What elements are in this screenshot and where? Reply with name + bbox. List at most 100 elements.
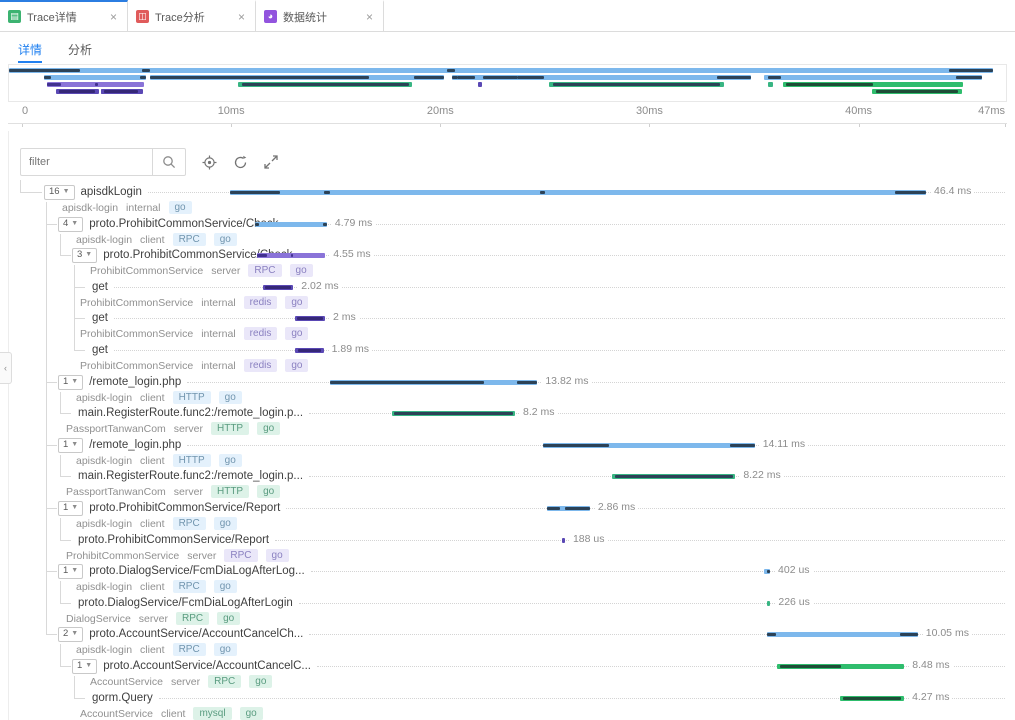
span-row-line: 4▼proto.ProhibitCommonService/Check	[0, 215, 1015, 233]
span-row[interactable]: 4▼proto.ProhibitCommonService/Check4.79 …	[0, 215, 1015, 246]
minimap-span-bar	[768, 82, 773, 87]
close-tab-icon[interactable]: ×	[108, 10, 119, 24]
span-bar[interactable]	[263, 285, 293, 290]
span-count-badge[interactable]: 1▼	[58, 501, 83, 516]
span-count-badge[interactable]: 1▼	[58, 375, 83, 390]
span-tags: apisdk-loginclientRPCgo	[0, 233, 1015, 246]
span-bar[interactable]	[295, 316, 325, 321]
span-count-badge[interactable]: 16▼	[44, 185, 75, 200]
span-bar[interactable]	[777, 664, 904, 669]
span-bar-segment	[553, 83, 720, 86]
span-bar-segment	[9, 69, 80, 72]
span-bar[interactable]	[767, 632, 918, 637]
span-duration: 8.48 ms	[909, 659, 952, 671]
tree-connector-line	[74, 287, 85, 288]
span-row[interactable]: get2 msProhibitCommonServiceinternalredi…	[0, 309, 1015, 340]
span-bar[interactable]	[767, 601, 770, 606]
tree-connector-line	[74, 698, 85, 699]
window-tab[interactable]: ◕数据统计×	[256, 0, 384, 31]
span-count-badge[interactable]: 3▼	[72, 248, 97, 263]
span-bar[interactable]	[392, 411, 515, 416]
span-bar[interactable]	[764, 569, 770, 574]
chevron-down-icon: ▼	[71, 502, 78, 514]
span-count-badge[interactable]: 2▼	[58, 627, 83, 642]
span-bar-segment	[265, 286, 290, 289]
span-bar[interactable]	[257, 253, 325, 258]
span-row[interactable]: proto.DialogService/FcmDiaLogAfterLogin2…	[0, 594, 1015, 625]
span-tag: AccountService	[80, 708, 153, 720]
span-bar[interactable]	[562, 538, 565, 543]
span-row[interactable]: get1.89 msProhibitCommonServiceinternalr…	[0, 341, 1015, 372]
span-tags: AccountServiceserverRPCgo	[0, 675, 1015, 688]
span-tags: apisdk-loginclientRPCgo	[0, 643, 1015, 656]
span-tags: apisdk-loginclientHTTPgo	[0, 391, 1015, 404]
span-row[interactable]: main.RegisterRoute.func2:/remote_login.p…	[0, 404, 1015, 435]
view-tab-bar: 详情 分析	[0, 32, 1015, 63]
axis-tick-label: 30ms	[636, 105, 663, 117]
span-tag: apisdk-login	[76, 392, 132, 404]
span-row[interactable]: 1▼/remote_login.php14.11 msapisdk-loginc…	[0, 436, 1015, 467]
span-bar[interactable]	[295, 348, 323, 353]
locate-icon[interactable]	[202, 155, 217, 170]
span-tag: client	[140, 455, 165, 467]
search-button[interactable]	[152, 148, 186, 176]
trace-minimap[interactable]	[8, 64, 1007, 102]
span-bar-segment	[780, 665, 841, 668]
chevron-down-icon: ▼	[71, 628, 78, 640]
span-tag: server	[211, 265, 240, 277]
span-row[interactable]: 1▼proto.ProhibitCommonService/Report2.86…	[0, 499, 1015, 530]
span-duration: 8.22 ms	[740, 469, 783, 481]
close-tab-icon[interactable]: ×	[236, 10, 247, 24]
span-tag-chip: go	[214, 517, 237, 530]
span-row[interactable]: proto.ProhibitCommonService/Report188 us…	[0, 531, 1015, 562]
span-title: proto.ProhibitCommonService/Report	[78, 534, 269, 546]
span-tag: apisdk-login	[76, 234, 132, 246]
span-count-badge[interactable]: 1▼	[58, 438, 83, 453]
axis-tick-label: 40ms	[845, 105, 872, 117]
span-row-line: 1▼/remote_login.php	[0, 436, 1015, 454]
expand-icon[interactable]	[264, 155, 278, 169]
refresh-icon[interactable]	[233, 155, 248, 170]
chevron-down-icon: ▼	[85, 660, 92, 672]
span-row[interactable]: 1▼proto.DialogService/FcmDiaLogAfterLog.…	[0, 562, 1015, 593]
span-tag: ProhibitCommonService	[80, 360, 193, 372]
span-duration: 4.79 ms	[332, 217, 375, 229]
span-duration: 2.02 ms	[298, 280, 341, 292]
span-bar[interactable]	[612, 474, 735, 479]
view-tab-inactive[interactable]: 分析	[68, 41, 92, 63]
tree-connector-line	[60, 413, 71, 414]
span-row[interactable]: 1▼proto.AccountService/AccountCancelC...…	[0, 657, 1015, 688]
span-tags: apisdk-loginclientRPCgo	[0, 517, 1015, 530]
span-count-badge[interactable]: 1▼	[72, 659, 97, 674]
span-count-badge[interactable]: 4▼	[58, 217, 83, 232]
span-bar[interactable]	[543, 443, 755, 448]
minimap-span-bar	[47, 82, 144, 87]
close-tab-icon[interactable]: ×	[364, 10, 375, 24]
span-tag: server	[171, 676, 200, 688]
window-tab-label: 数据统计	[283, 9, 358, 25]
span-bar[interactable]	[230, 190, 926, 195]
span-row[interactable]: 16▼apisdkLogin46.4 msapisdk-logininterna…	[0, 183, 1015, 214]
collapse-panel-handle[interactable]: ‹	[0, 352, 12, 384]
axis-tick-label: 20ms	[427, 105, 454, 117]
span-row-line: get	[0, 309, 1015, 327]
span-row[interactable]: 3▼proto.ProhibitCommonService/Check4.55 …	[0, 246, 1015, 277]
span-bar[interactable]	[547, 506, 590, 511]
span-bar[interactable]	[255, 222, 327, 227]
dotted-leader	[311, 571, 1005, 572]
window-tab[interactable]: ◫Trace分析×	[128, 0, 256, 31]
span-row[interactable]: gorm.Query4.27 msAccountServiceclientmys…	[0, 689, 1015, 720]
span-tag: internal	[201, 297, 235, 309]
span-bar[interactable]	[840, 696, 904, 701]
span-tag-chip: go	[266, 549, 289, 562]
span-row[interactable]: 2▼proto.AccountService/AccountCancelCh..…	[0, 625, 1015, 656]
view-tab-active[interactable]: 详情	[18, 41, 42, 63]
dotted-leader	[286, 508, 1005, 509]
filter-input[interactable]	[20, 148, 152, 176]
span-row[interactable]: main.RegisterRoute.func2:/remote_login.p…	[0, 467, 1015, 498]
span-row[interactable]: 1▼/remote_login.php13.82 msapisdk-loginc…	[0, 373, 1015, 404]
span-bar[interactable]	[330, 380, 537, 385]
span-row[interactable]: get2.02 msProhibitCommonServiceinternalr…	[0, 278, 1015, 309]
span-count-badge[interactable]: 1▼	[58, 564, 83, 579]
window-tab[interactable]: ▤Trace详情×	[0, 0, 128, 31]
